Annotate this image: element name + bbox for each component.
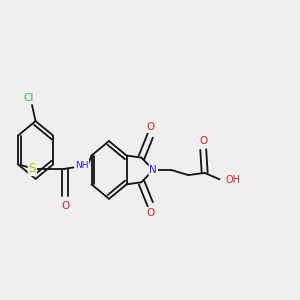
Text: OH: OH [226,175,241,185]
Text: O: O [199,136,207,146]
Text: O: O [147,122,155,132]
Text: Cl: Cl [23,93,34,103]
Text: O: O [147,208,155,218]
Text: N: N [149,165,157,175]
Text: NH: NH [75,161,88,170]
Text: S: S [28,162,36,175]
Text: O: O [61,201,69,211]
